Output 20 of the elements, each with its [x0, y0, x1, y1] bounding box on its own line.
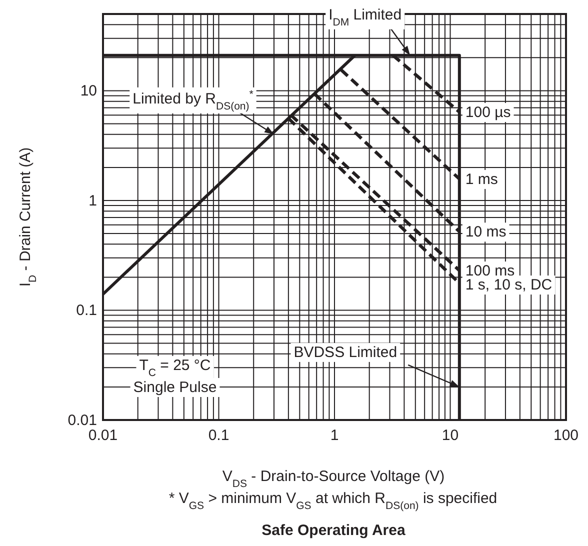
y-tick-label: 0.01: [68, 412, 97, 429]
x-tick-label: 100: [553, 427, 579, 444]
series-label: 100 ms: [465, 262, 515, 280]
x-tick-label: 10: [442, 427, 459, 444]
y-tick-label: 1: [88, 192, 97, 210]
annotation: T$_{C}$ = 25 °C: [139, 357, 211, 379]
x-tick-label: 0.1: [208, 427, 230, 444]
series-label: 1 ms: [465, 170, 498, 188]
series-label: 100 µs: [465, 104, 511, 121]
x-axis-title: V$_{DS}$ - Drain-to-Source Voltage (V): [222, 468, 445, 490]
series-label: 1 s, 10 s, DC: [465, 276, 552, 294]
annotation: Single Pulse: [133, 379, 217, 396]
annotation: I$_{DM}$ Limited: [328, 6, 402, 28]
text: * V$_{GS}$ > minimum V$_{GS}$ at which R$_{DS(on)}$ is specified: [168, 490, 498, 512]
x-tick-label: 1: [330, 427, 339, 444]
text: Safe Operating Area: [262, 522, 406, 539]
series-label: 10 ms: [465, 224, 506, 241]
y-tick-label: 0.1: [76, 302, 97, 320]
y-tick-label: 10: [80, 82, 97, 100]
annotation: BVDSS Limited: [294, 344, 398, 361]
